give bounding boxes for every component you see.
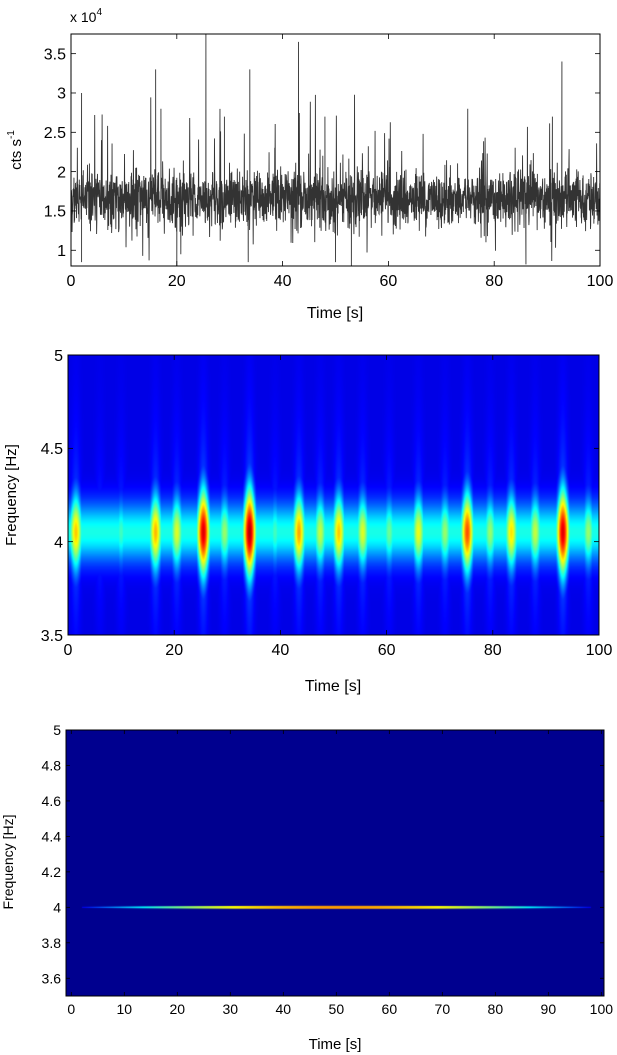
y-tick-label: 4.6 — [42, 793, 62, 809]
x-tick-label: 50 — [329, 1001, 345, 1017]
x-tick-label: 100 — [586, 642, 613, 659]
y-tick-label: 4 — [53, 899, 61, 915]
y-tick-label: 3.6 — [42, 970, 62, 986]
x-tick-label: 60 — [382, 1001, 398, 1017]
x-tick-label: 0 — [64, 642, 73, 659]
y-tick-label: 4.5 — [41, 441, 63, 458]
y-tick-label: 5 — [53, 722, 61, 738]
light-curve-axes-frame — [70, 33, 601, 267]
x-tick-label: 0 — [67, 273, 76, 290]
x-tick-label: 100 — [590, 1001, 614, 1017]
wavelet-spectrogram-x-ticks: 0 20 40 60 80 100 — [64, 355, 613, 659]
y-tick-label: 4.4 — [42, 828, 62, 844]
light-curve-y-axis-label: cts s-1 — [6, 130, 25, 170]
y-tick-label: 5 — [54, 348, 63, 365]
wavelet-spectrogram-axes-frame — [67, 354, 600, 636]
fourier-spectrogram-heatmap — [66, 730, 604, 996]
fourier-spectrogram-y-axis-label: Frequency [Hz] — [0, 815, 16, 910]
fourier-spectrogram-x-axis-label: Time [s] — [309, 1036, 362, 1053]
wavelet-spectrogram-x-axis-label: Time [s] — [305, 678, 361, 695]
x-tick-label: 40 — [274, 273, 292, 290]
x-tick-label: 60 — [380, 273, 398, 290]
y-tick-label: 2.5 — [44, 125, 66, 142]
wavelet-spectrogram-y-axis-label: Frequency [Hz] — [3, 444, 20, 546]
x-tick-label: 80 — [485, 273, 503, 290]
fourier-spectrogram-axes-frame — [65, 729, 605, 997]
x-tick-label: 60 — [378, 642, 396, 659]
y-tick-label: 3 — [57, 86, 66, 103]
x-tick-label: 0 — [67, 1001, 75, 1017]
x-tick-label: 20 — [170, 1001, 186, 1017]
x-tick-label: 10 — [117, 1001, 133, 1017]
x-tick-label: 40 — [272, 642, 290, 659]
wavelet-spectrogram-panel: 0 20 40 60 80 100 3.5 4 4.5 5 Time [s] Frequency… — [3, 348, 612, 695]
light-curve-plot-area — [70, 33, 601, 267]
y-tick-label: 3.8 — [42, 935, 62, 951]
light-curve-y-ticks: 1 1.5 2 2.5 3 3.5 — [44, 46, 600, 260]
y-tick-label: 4.2 — [42, 864, 62, 880]
y-tick-label: 3.5 — [44, 46, 66, 63]
x-tick-label: 90 — [541, 1001, 557, 1017]
y-tick-label: 1.5 — [44, 204, 66, 221]
y-tick-label: 3.5 — [41, 628, 63, 645]
x-tick-label: 100 — [587, 273, 614, 290]
y-tick-label: 1 — [57, 243, 66, 260]
light-curve-x-axis-label: Time [s] — [307, 305, 363, 322]
wavelet-spectrogram-heatmap — [68, 355, 599, 635]
wavelet-spectrogram-y-ticks: 3.5 4 4.5 5 — [41, 348, 599, 645]
y-tick-label: 2 — [57, 164, 66, 181]
x-tick-label: 40 — [276, 1001, 292, 1017]
x-tick-label: 80 — [488, 1001, 504, 1017]
y-tick-label: 4 — [54, 534, 63, 551]
fourier-spectrogram-y-ticks: 3.6 3.8 4 4.2 4.4 4.6 4.8 5 — [42, 722, 604, 986]
x-tick-label: 20 — [168, 273, 186, 290]
x-tick-label: 20 — [165, 642, 183, 659]
light-curve-series-line — [71, 34, 600, 266]
y-tick-label: 4.8 — [42, 758, 62, 774]
light-curve-exponent-label: x 104 — [70, 7, 102, 25]
fourier-spectrogram-panel: 0 10 20 30 40 50 60 70 80 90 100 3.6 3.8 4 4.2 4.4 4.6 4… — [0, 722, 613, 1053]
x-tick-label: 30 — [223, 1001, 239, 1017]
light-curve-panel: 0 20 40 60 80 100 1 1.5 2 2.5 3 3.5 x 104 Time [s]… — [6, 7, 613, 322]
fourier-spectrogram-x-ticks: 0 10 20 30 40 50 60 70 80 90 100 — [67, 730, 613, 1017]
light-curve-x-ticks: 0 20 40 60 80 100 — [67, 34, 614, 290]
x-tick-label: 70 — [435, 1001, 451, 1017]
x-tick-label: 80 — [484, 642, 502, 659]
